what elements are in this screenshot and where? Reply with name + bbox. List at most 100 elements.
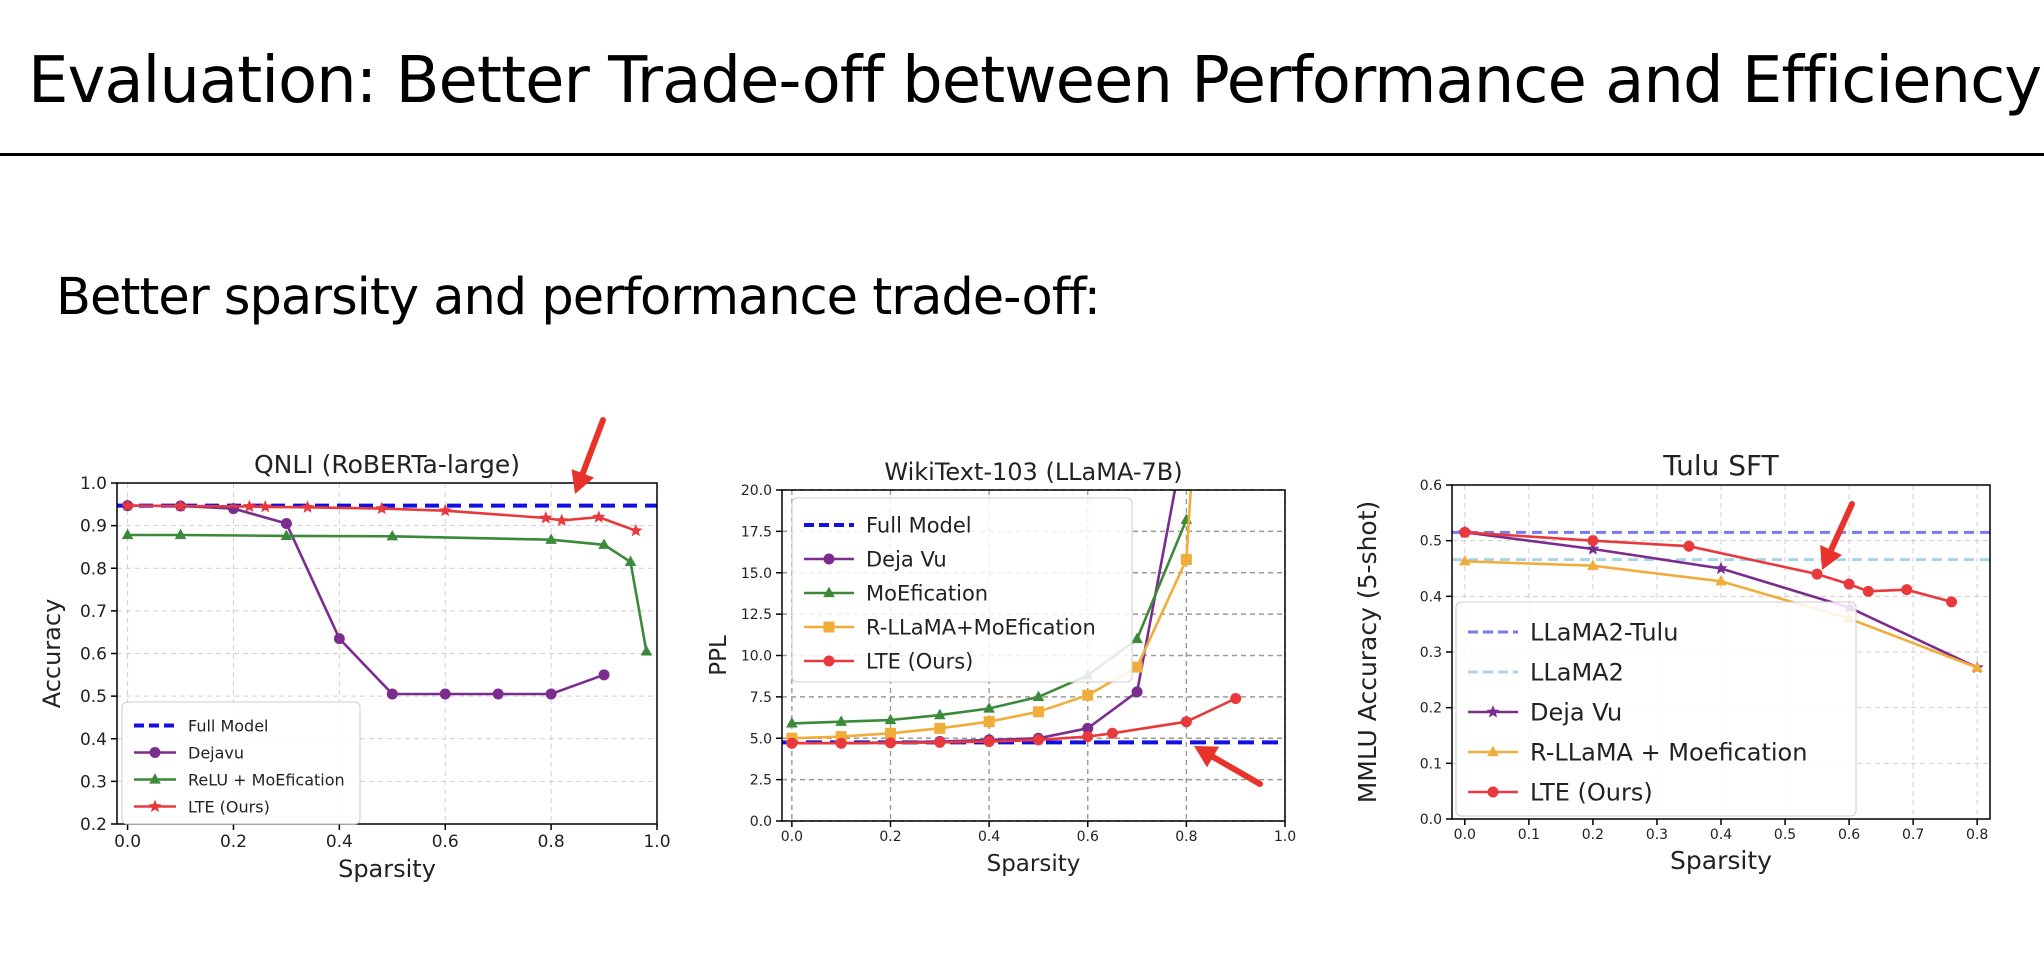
legend-label-full-model: Full Model — [188, 716, 268, 735]
data-point-lte-ours — [1811, 568, 1823, 580]
y-tick-label: 0.5 — [1420, 534, 1442, 550]
legend-marker-moefication — [823, 586, 835, 598]
pointer-arrow-head — [1194, 746, 1220, 768]
y-axis-label: Accuracy — [38, 599, 66, 709]
chart-title: Tulu SFT — [1662, 449, 1779, 482]
legend-marker-r-llama-moefication — [1487, 745, 1499, 757]
series-line-lte-ours — [791, 697, 1237, 745]
series-line-relu-moefication — [127, 533, 648, 652]
y-tick-label: 0.0 — [1420, 812, 1442, 828]
data-point-lte-ours — [1459, 526, 1471, 538]
data-point-moefication — [934, 708, 946, 720]
data-point-r-llama-moefication — [1131, 661, 1143, 673]
data-point-r-llama-moefication — [934, 722, 946, 734]
x-axis-label: Sparsity — [338, 855, 436, 883]
legend-marker-r-llama-moefication — [823, 621, 835, 633]
data-point-r-llama-moefication — [983, 716, 995, 728]
legend-label-moefication: MoEfication — [866, 582, 988, 606]
y-axis-label: MMLU Accuracy (5-shot) — [1353, 501, 1382, 804]
y-tick-label: 0.6 — [1420, 478, 1442, 494]
legend-label-r-llama-moefication: R-LLaMA + Moefication — [1530, 739, 1807, 767]
slide-title: Evaluation: Better Trade-off between Per… — [28, 44, 2042, 118]
y-tick-label: 10.0 — [741, 649, 772, 665]
x-axis-label: Sparsity — [1670, 846, 1772, 875]
x-tick-label: 0.8 — [1966, 827, 1988, 843]
data-point-lte-ours — [242, 499, 256, 512]
plot-frame — [781, 489, 1286, 822]
data-point-lte-ours — [1032, 734, 1044, 746]
x-tick-label: 0.5 — [1774, 827, 1796, 843]
legend-label-lte-ours: LTE (Ours) — [1530, 779, 1653, 807]
legend-label-full-model: Full Model — [866, 514, 972, 538]
data-point-r-llama-moefication — [1032, 706, 1044, 718]
x-tick-label: 0.3 — [1646, 827, 1668, 843]
pointer-arrow-shaft — [1828, 501, 1855, 553]
data-point-lte-ours — [934, 736, 946, 748]
y-tick-label: 0.4 — [1420, 589, 1442, 605]
data-point-r-llama-moefication — [1082, 689, 1094, 701]
data-point-lte-ours — [1230, 693, 1242, 705]
legend-label-llama2-tulu: LLaMA2-Tulu — [1530, 619, 1678, 647]
data-point-r-llama-moefication — [1587, 559, 1599, 570]
legend-marker-lte-ours — [148, 799, 162, 813]
x-tick-label: 0.0 — [114, 832, 141, 852]
y-tick-label: 7.5 — [750, 690, 772, 706]
data-point-lte-ours — [1862, 585, 1874, 597]
legend-label-dejavu: Dejavu — [188, 743, 244, 762]
data-point-lte-ours — [1180, 716, 1192, 728]
data-point-lte-ours — [375, 501, 389, 515]
x-tick-label: 1.0 — [1274, 829, 1296, 845]
y-tick-label: 0.1 — [1420, 756, 1442, 772]
pointer-arrow-shaft — [1210, 753, 1263, 787]
data-point-relu-moefication — [174, 528, 187, 540]
y-tick-label: 0.8 — [80, 559, 107, 579]
data-point-dejavu — [598, 669, 610, 681]
data-point-dejavu — [492, 688, 504, 700]
data-point-deja-vu — [1082, 722, 1094, 734]
data-point-lte-ours — [1587, 535, 1599, 547]
data-point-relu-moefication — [545, 533, 557, 544]
data-point-moefication — [786, 717, 798, 728]
data-point-lte-ours — [786, 737, 798, 749]
data-point-moefication — [983, 702, 995, 713]
data-point-lte-ours — [884, 737, 896, 749]
y-tick-label: 0.6 — [80, 645, 107, 665]
y-axis-label: PPL — [706, 635, 732, 676]
legend-label-lte-ours: LTE (Ours) — [866, 650, 973, 674]
data-point-r-llama-moefication — [835, 731, 847, 743]
legend: LLaMA2-Tulu LLaMA2 Deja Vu R-LLaMA + Moefic… — [1455, 601, 1857, 817]
y-tick-label: 0.9 — [80, 517, 107, 537]
data-point-lte-ours — [1683, 540, 1695, 552]
y-tick-label: 0.2 — [80, 815, 107, 835]
data-point-r-llama-moefication — [1186, 476, 1197, 487]
data-point-lte-ours — [629, 523, 643, 537]
x-tick-label: 0.4 — [1710, 827, 1732, 843]
x-tick-label: 0.6 — [1838, 827, 1860, 843]
x-tick-label: 0.2 — [879, 829, 901, 845]
data-point-moefication — [1032, 690, 1045, 701]
data-point-lte-ours — [1106, 727, 1118, 739]
y-tick-label: 15.0 — [741, 566, 772, 582]
data-point-lte-ours — [835, 737, 847, 749]
x-tick-label: 0.1 — [1518, 827, 1540, 843]
data-point-r-llama-moefication — [1180, 554, 1192, 566]
data-point-relu-moefication — [386, 529, 399, 541]
x-tick-label: 0.0 — [1454, 827, 1476, 843]
plot-frame — [116, 482, 658, 825]
series-line-lte-ours — [1464, 531, 1952, 604]
data-point-r-llama-moefication — [1971, 661, 1983, 672]
legend-marker-deja-vu — [1486, 705, 1500, 718]
data-point-lte-ours — [1082, 731, 1094, 743]
slide-subtitle: Better sparsity and performance trade-of… — [56, 268, 1101, 327]
legend-marker-lte-ours — [823, 655, 835, 667]
data-point-relu-moefication — [121, 528, 134, 540]
legend-label-r-llama-moefication: R-LLaMA+MoEfication — [866, 616, 1096, 640]
y-tick-label: 0.3 — [1420, 645, 1442, 661]
pointer-arrow-head — [571, 469, 595, 494]
y-tick-label: 17.5 — [741, 524, 772, 540]
y-tick-label: 0.0 — [750, 814, 772, 830]
legend-label-deja-vu: Deja Vu — [866, 548, 947, 572]
pointer-arrow-shaft — [579, 417, 606, 477]
x-tick-label: 0.2 — [220, 832, 247, 852]
legend-label-llama2: LLaMA2 — [1530, 659, 1624, 687]
